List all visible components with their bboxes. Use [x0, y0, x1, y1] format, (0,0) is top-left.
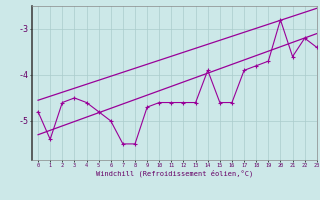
- X-axis label: Windchill (Refroidissement éolien,°C): Windchill (Refroidissement éolien,°C): [96, 169, 253, 177]
